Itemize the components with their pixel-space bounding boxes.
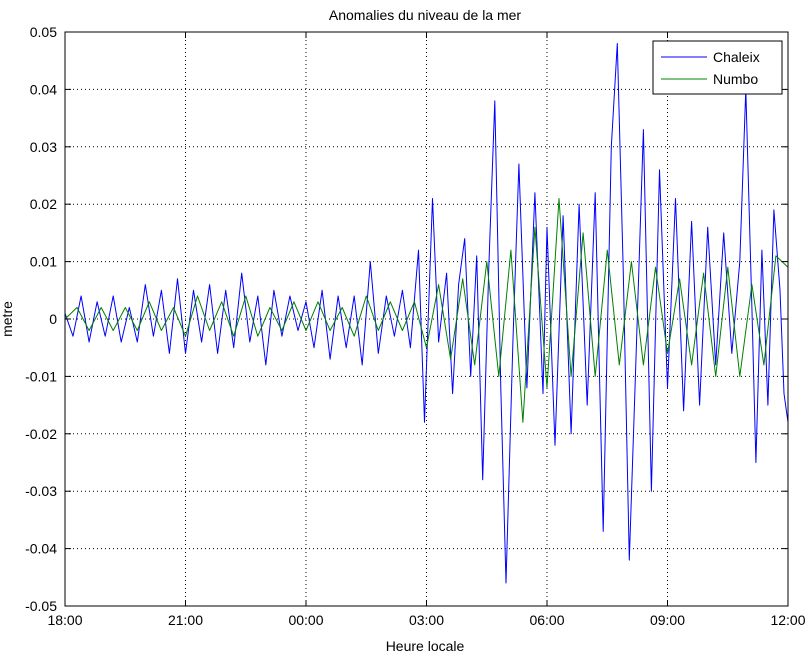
x-tick-label: 12:00	[770, 612, 805, 628]
y-tick-label: -0.04	[25, 541, 57, 557]
y-tick-label: 0.05	[30, 24, 57, 40]
y-tick-label: -0.05	[25, 598, 57, 614]
legend-label-chaleix: Chaleix	[713, 49, 760, 65]
y-tick-label: 0.02	[30, 196, 57, 212]
series-layer	[64, 43, 789, 584]
x-tick-label: 06:00	[529, 612, 564, 628]
y-tick-label: -0.01	[25, 368, 57, 384]
series-line-numbo	[64, 198, 789, 423]
grid-lines	[65, 32, 788, 606]
x-tick-label: 00:00	[288, 612, 323, 628]
x-axis-label: Heure locale	[386, 638, 465, 654]
y-tick-label: 0.01	[30, 254, 57, 270]
legend-label-numbo: Numbo	[713, 71, 758, 87]
y-tick-label: -0.02	[25, 426, 57, 442]
x-tick-label: 18:00	[47, 612, 82, 628]
legend-box	[652, 40, 783, 95]
series-line-chaleix	[64, 43, 789, 584]
x-tick-label: 09:00	[650, 612, 685, 628]
x-tick-label: 03:00	[409, 612, 444, 628]
y-axis-tick-labels: 0.05 0.04 0.03 0.02 0.01 0 -0.01 -0.02 -0.03 -0.0…	[25, 24, 57, 614]
y-axis-label: metre	[0, 301, 15, 337]
y-tick-label: -0.03	[25, 483, 57, 499]
axis-ticks	[64, 31, 789, 607]
chart-title: Anomalies du niveau de la mer	[329, 7, 522, 23]
x-axis-tick-labels: 18:00 21:00 00:00 03:00 06:00 09:00 12:00	[47, 612, 805, 628]
x-tick-label: 21:00	[168, 612, 203, 628]
legend: Chaleix Numbo	[652, 40, 783, 95]
y-tick-label: 0.03	[30, 139, 57, 155]
y-tick-label: 0.04	[30, 81, 57, 97]
y-tick-label: 0	[49, 311, 57, 327]
